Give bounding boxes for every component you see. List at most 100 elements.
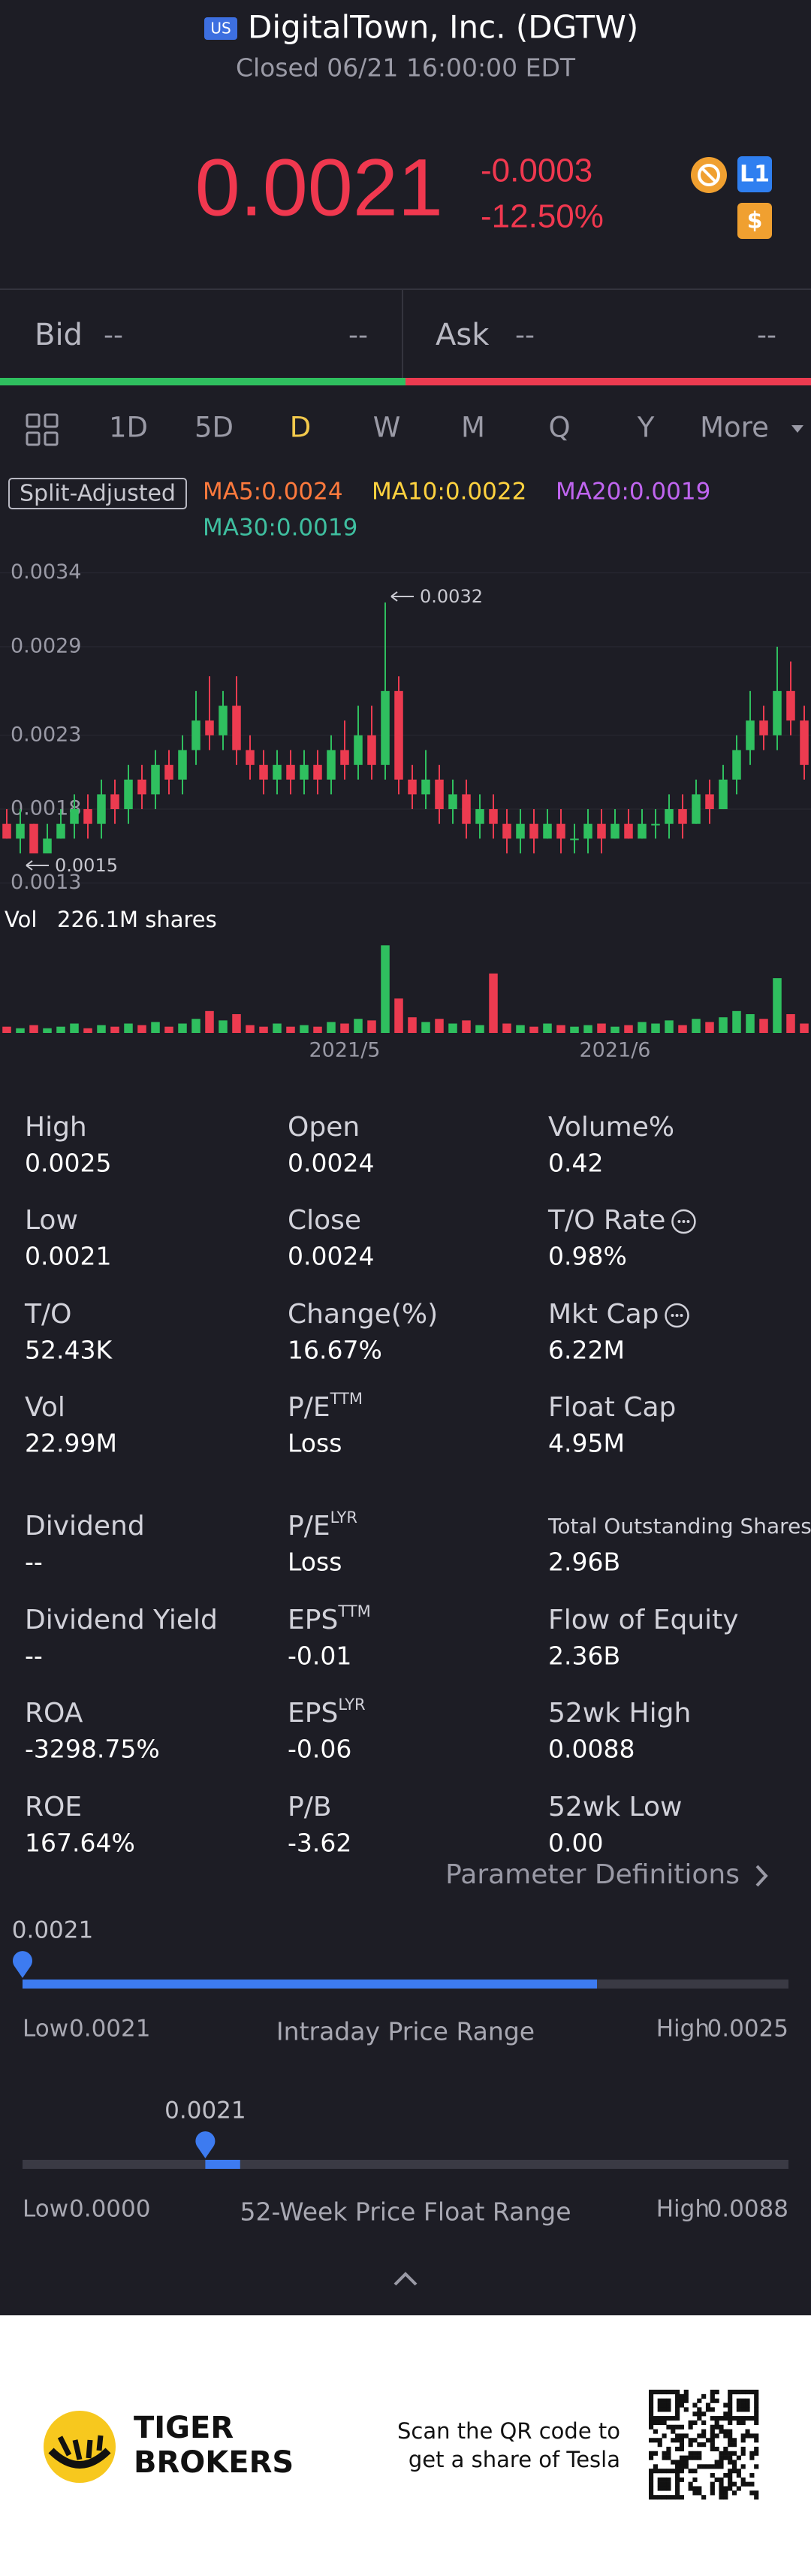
stat-label-text: T/O xyxy=(24,1299,71,1330)
info-icon[interactable] xyxy=(671,1209,696,1234)
stat-label-text: Flow of Equity xyxy=(548,1605,739,1635)
tab[interactable]: 5D xyxy=(194,412,234,444)
parameter-definitions[interactable]: Parameter Definitions xyxy=(445,1859,740,1890)
stat-value: 0.0024 xyxy=(288,1149,374,1178)
stat-label-text: Vol xyxy=(25,1392,65,1423)
info-icon[interactable] xyxy=(665,1303,689,1328)
ma-label: MA10:0.0022 xyxy=(372,479,526,506)
qr-module xyxy=(692,2420,698,2426)
qr-module xyxy=(714,2433,719,2439)
brand-line2: BROKERS xyxy=(134,2445,294,2480)
footer xyxy=(0,2315,811,2576)
volume-bar xyxy=(327,1022,336,1033)
stat-label-text: ROE xyxy=(25,1792,82,1823)
qr-module xyxy=(692,2490,698,2496)
tab[interactable]: 1D xyxy=(109,412,148,444)
volume-bar xyxy=(746,1014,755,1033)
qr-module xyxy=(671,2429,676,2434)
qr-module xyxy=(728,2451,733,2456)
candle-body xyxy=(43,838,52,853)
icon-restricted-glyph xyxy=(701,167,717,183)
qr-module xyxy=(649,2424,654,2430)
qr-module xyxy=(728,2407,733,2412)
qr-module xyxy=(692,2469,698,2474)
tab[interactable]: More xyxy=(700,412,769,444)
qr-module xyxy=(653,2495,658,2500)
layout-icon[interactable] xyxy=(26,413,59,446)
qr-module xyxy=(710,2438,715,2443)
candle-body xyxy=(178,750,187,780)
qr-module xyxy=(745,2390,750,2395)
qr-module xyxy=(710,2481,715,2487)
tab[interactable]: D xyxy=(290,412,312,444)
tab[interactable]: W xyxy=(373,412,401,444)
qr-module xyxy=(692,2455,698,2460)
qr-module xyxy=(740,2477,746,2482)
qr-module xyxy=(657,2438,662,2443)
candle-body xyxy=(543,823,552,839)
qr-module xyxy=(740,2464,746,2469)
volume-bar xyxy=(732,1010,741,1033)
stat-value: 0.0024 xyxy=(288,1242,374,1271)
qr-module xyxy=(728,2472,733,2478)
volume-bar xyxy=(421,1022,430,1033)
qr-module xyxy=(697,2486,702,2491)
volume-bar xyxy=(16,1028,25,1033)
qr-module xyxy=(653,2438,658,2443)
tab[interactable]: Y xyxy=(637,412,655,444)
qr-module xyxy=(710,2486,715,2491)
qr-module xyxy=(705,2438,711,2443)
qr-module xyxy=(675,2446,680,2452)
tab[interactable]: M xyxy=(461,412,485,444)
split-adjusted-box[interactable] xyxy=(8,478,187,509)
candle-body xyxy=(435,779,444,810)
qr-module xyxy=(754,2420,759,2426)
qr-module xyxy=(662,2402,667,2408)
qr-module xyxy=(754,2398,759,2403)
qr-module xyxy=(728,2442,733,2448)
qr-module xyxy=(649,2407,654,2412)
qr-module xyxy=(745,2398,750,2403)
stat-value: -- xyxy=(25,1641,43,1671)
qr-module xyxy=(701,2411,707,2417)
qr-module xyxy=(736,2486,741,2491)
icon-l1[interactable] xyxy=(737,156,772,192)
qr-module xyxy=(649,2411,654,2417)
candle-body xyxy=(651,823,660,826)
candle-body xyxy=(800,720,809,766)
candle-body xyxy=(16,823,25,839)
qr-module xyxy=(745,2433,750,2439)
qr-module xyxy=(728,2469,733,2474)
qr-module xyxy=(688,2481,693,2487)
volume-bar xyxy=(556,1025,565,1033)
qr-module xyxy=(688,2424,693,2430)
qr-module xyxy=(671,2469,676,2474)
volume-bar xyxy=(205,1010,214,1033)
stat-label: Change(%) xyxy=(288,1299,438,1330)
qr-module xyxy=(653,2390,658,2395)
volume-bar xyxy=(624,1025,633,1033)
qr-module xyxy=(692,2402,698,2408)
tiger-logo xyxy=(44,2411,116,2483)
stat-label: EPSTTM xyxy=(288,1602,371,1635)
icon-dollar[interactable] xyxy=(737,203,772,239)
stat-label: 52wk High xyxy=(548,1698,691,1729)
qr-module xyxy=(683,2393,689,2399)
candle-body xyxy=(70,809,79,824)
stat-value: -0.01 xyxy=(288,1641,351,1671)
stat-label-text: P/E xyxy=(288,1511,330,1542)
tab[interactable]: Q xyxy=(548,412,570,444)
qr-module xyxy=(666,2390,671,2395)
stat-label: Mkt Cap xyxy=(548,1299,659,1330)
qr-module xyxy=(728,2416,733,2421)
cta-line2: get a share of Tesla xyxy=(409,2447,620,2472)
qr-module xyxy=(731,2490,737,2496)
stat-label-text: EPS xyxy=(288,1698,338,1729)
title: DigitalTown, Inc. (DGTW) xyxy=(248,9,638,46)
stat-label: High xyxy=(25,1112,87,1143)
stat-label-text: 52wk High xyxy=(548,1698,691,1729)
volume-bar xyxy=(692,1019,701,1033)
qr-module xyxy=(653,2469,658,2474)
candle-body xyxy=(786,690,795,721)
collapse-chevron[interactable] xyxy=(393,2272,418,2286)
